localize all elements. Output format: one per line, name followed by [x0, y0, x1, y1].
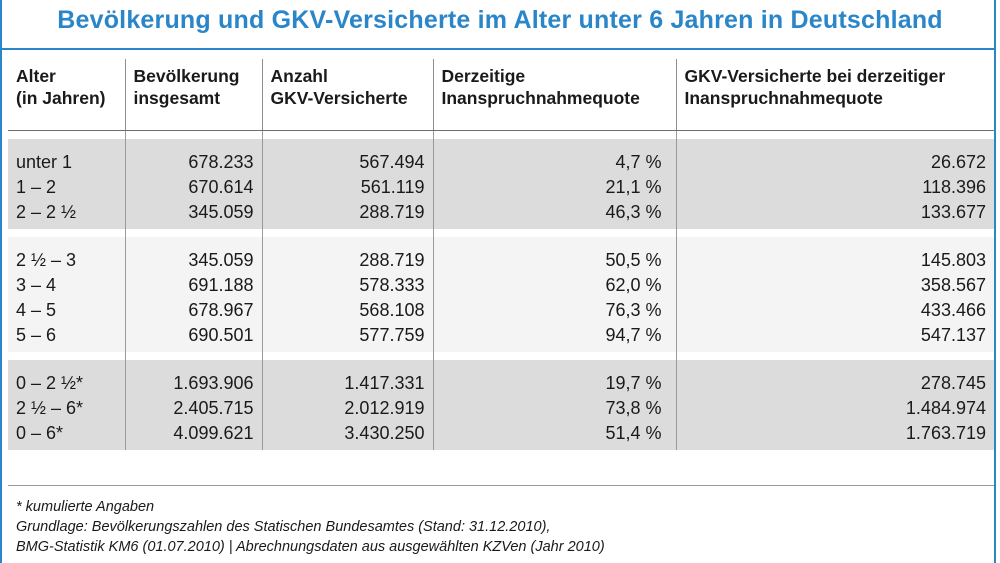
notes-divider: [8, 485, 994, 486]
table-row-group-2: 2 ½ – 3 3 – 4 4 – 5 5 – 6 345.059 691.18…: [8, 236, 994, 352]
header-current-quota: Derzeitige Inanspruchnahmequote: [432, 59, 676, 131]
header-age: Alter (in Jahren): [8, 59, 125, 131]
gkv-quota-cell: 26.672 118.396 133.677: [675, 138, 994, 229]
table-row-group-3: 0 – 2 ½* 2 ½ – 6* 0 – 6* 1.693.906 2.405…: [8, 359, 994, 450]
header-population: Bevölkerung insgesamt: [124, 59, 262, 131]
header-row: Alter (in Jahren) Bevölkerung insgesamt …: [8, 59, 994, 131]
footnote-source-1: Grundlage: Bevölkerungszahlen des Statis…: [16, 519, 551, 535]
header-gkv-count: Anzahl GKV-Versicherte: [261, 59, 433, 131]
footnotes: * kumulierte Angaben Grundlage: Bevölker…: [16, 497, 991, 557]
gkv-cell: 567.494 561.119 288.719: [261, 138, 433, 229]
title-divider: [2, 48, 996, 50]
population-cell: 1.693.906 2.405.715 4.099.621: [124, 359, 262, 450]
gkv-cell: 1.417.331 2.012.919 3.430.250: [261, 359, 433, 450]
age-cell: unter 1 1 – 2 2 – 2 ½: [8, 138, 125, 229]
gkv-quota-cell: 145.803 358.567 433.466 547.137: [675, 236, 994, 352]
header-gkv-at-quota: GKV-Versicherte bei derzeitiger Inanspru…: [675, 59, 994, 131]
population-cell: 345.059 691.188 678.967 690.501: [124, 236, 262, 352]
age-cell: 0 – 2 ½* 2 ½ – 6* 0 – 6*: [8, 359, 125, 450]
data-table: Alter (in Jahren) Bevölkerung insgesamt …: [8, 59, 994, 450]
gkv-quota-cell: 278.745 1.484.974 1.763.719: [675, 359, 994, 450]
age-cell: 2 ½ – 3 3 – 4 4 – 5 5 – 6: [8, 236, 125, 352]
footnote-source-2: BMG-Statistik KM6 (01.07.2010) | Abrechn…: [16, 539, 605, 555]
table-row-group-1: unter 1 1 – 2 2 – 2 ½ 678.233 670.614 34…: [8, 138, 994, 229]
page-title: Bevölkerung und GKV-Versicherte im Alter…: [57, 6, 943, 34]
population-cell: 678.233 670.614 345.059: [124, 138, 262, 229]
quota-cell: 4,7 % 21,1 % 46,3 %: [432, 138, 676, 229]
footnote-cumulative: * kumulierte Angaben: [16, 499, 155, 515]
quota-cell: 50,5 % 62,0 % 76,3 % 94,7 %: [432, 236, 676, 352]
gkv-cell: 288.719 578.333 568.108 577.759: [261, 236, 433, 352]
quota-cell: 19,7 % 73,8 % 51,4 %: [432, 359, 676, 450]
